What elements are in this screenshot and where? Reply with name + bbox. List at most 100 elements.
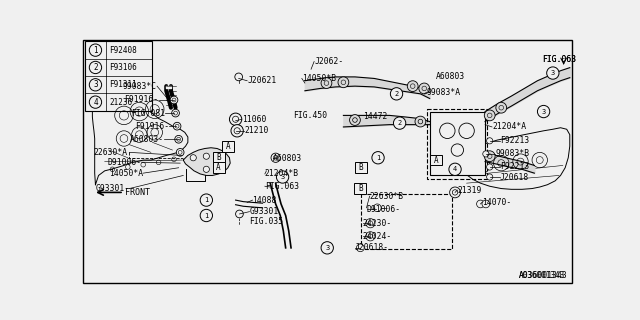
Text: 99083*A: 99083*A (427, 88, 461, 97)
Text: 2: 2 (397, 120, 402, 126)
Text: 3: 3 (93, 80, 98, 89)
Circle shape (172, 109, 179, 117)
Circle shape (204, 153, 209, 159)
Bar (428, 109, 488, 179)
Circle shape (90, 44, 102, 56)
Text: J20618-: J20618- (355, 243, 389, 252)
Text: 4: 4 (93, 98, 98, 107)
Text: 2: 2 (93, 63, 98, 72)
Text: 22630*A: 22630*A (93, 148, 128, 157)
Circle shape (486, 174, 493, 180)
Circle shape (90, 79, 102, 91)
Text: F93106: F93106 (109, 63, 137, 72)
Text: 21236: 21236 (109, 98, 132, 107)
Text: J20618: J20618 (500, 172, 529, 181)
Text: 99083*C: 99083*C (123, 82, 157, 91)
Text: 14472: 14472 (363, 112, 387, 121)
Text: A60803-: A60803- (130, 135, 164, 144)
Bar (354, 183, 367, 194)
Text: 14050*B: 14050*B (302, 74, 336, 83)
Bar (429, 155, 442, 165)
Text: 2: 2 (394, 91, 399, 97)
Circle shape (200, 194, 212, 206)
Circle shape (496, 102, 507, 113)
Circle shape (338, 77, 349, 88)
Text: G93301: G93301 (250, 207, 278, 216)
Text: A: A (216, 163, 221, 172)
Text: FRONT: FRONT (125, 188, 150, 197)
Text: A036001343: A036001343 (519, 271, 568, 280)
Circle shape (236, 210, 243, 218)
Circle shape (477, 200, 484, 208)
Circle shape (173, 122, 181, 130)
Circle shape (450, 187, 460, 198)
Text: 21204*B: 21204*B (265, 169, 299, 179)
Circle shape (482, 200, 490, 208)
Bar (429, 112, 485, 175)
Circle shape (486, 164, 493, 170)
Circle shape (190, 155, 196, 161)
Text: 99083*B: 99083*B (495, 149, 529, 158)
Circle shape (365, 219, 375, 228)
Circle shape (235, 73, 243, 81)
Text: D91006-: D91006- (367, 205, 401, 214)
Text: D91006-: D91006- (108, 158, 141, 167)
Text: 1: 1 (204, 212, 209, 219)
Text: 3: 3 (280, 174, 285, 180)
Circle shape (547, 67, 559, 79)
Circle shape (390, 88, 403, 100)
Text: 3: 3 (325, 245, 330, 251)
Text: 14050*A: 14050*A (109, 169, 143, 178)
Bar (212, 162, 225, 173)
Circle shape (230, 113, 242, 125)
Polygon shape (183, 148, 230, 175)
Bar (361, 194, 452, 249)
Text: 11060: 11060 (242, 115, 266, 124)
Circle shape (373, 204, 381, 212)
Text: 14088: 14088 (253, 196, 277, 204)
Bar (355, 162, 367, 173)
Text: 1: 1 (204, 197, 209, 203)
Text: 1: 1 (376, 155, 380, 161)
Text: 1: 1 (93, 46, 98, 55)
Text: F92408: F92408 (109, 46, 137, 55)
Circle shape (176, 148, 184, 156)
Circle shape (321, 78, 332, 88)
Circle shape (415, 116, 426, 127)
Text: J20621: J20621 (247, 76, 276, 85)
Text: A60803: A60803 (273, 154, 303, 163)
Bar (212, 152, 225, 163)
Circle shape (394, 117, 406, 129)
Text: FIG.063: FIG.063 (542, 55, 576, 64)
Text: 14070-: 14070- (482, 198, 511, 207)
Circle shape (90, 96, 102, 108)
Circle shape (486, 138, 493, 144)
Text: B: B (358, 184, 363, 193)
Circle shape (356, 244, 364, 252)
Text: FIG.450: FIG.450 (293, 111, 328, 120)
Text: 21204*A: 21204*A (492, 123, 526, 132)
Text: 21319: 21319 (458, 186, 482, 195)
Text: F91916-: F91916- (124, 95, 159, 105)
Text: 4: 4 (453, 166, 457, 172)
Text: B: B (359, 163, 364, 172)
Text: FIG.063: FIG.063 (265, 182, 299, 191)
Bar (84, 42, 152, 111)
Text: 24024-: 24024- (363, 232, 392, 241)
Circle shape (538, 105, 550, 118)
Circle shape (483, 151, 489, 157)
Circle shape (372, 152, 384, 164)
Text: G93301-: G93301- (95, 184, 129, 193)
Circle shape (231, 124, 243, 137)
Text: 22630*B: 22630*B (369, 192, 404, 201)
Text: J2062-: J2062- (314, 57, 344, 66)
Circle shape (175, 135, 182, 143)
Text: F91311: F91311 (109, 80, 137, 89)
Text: FIG.081: FIG.081 (131, 108, 164, 117)
Circle shape (484, 151, 495, 162)
Text: FIG.035: FIG.035 (250, 217, 284, 226)
Text: FIG.063: FIG.063 (542, 55, 576, 64)
Circle shape (170, 96, 178, 104)
Text: A036001343: A036001343 (519, 271, 565, 280)
Text: F92213: F92213 (500, 136, 529, 145)
